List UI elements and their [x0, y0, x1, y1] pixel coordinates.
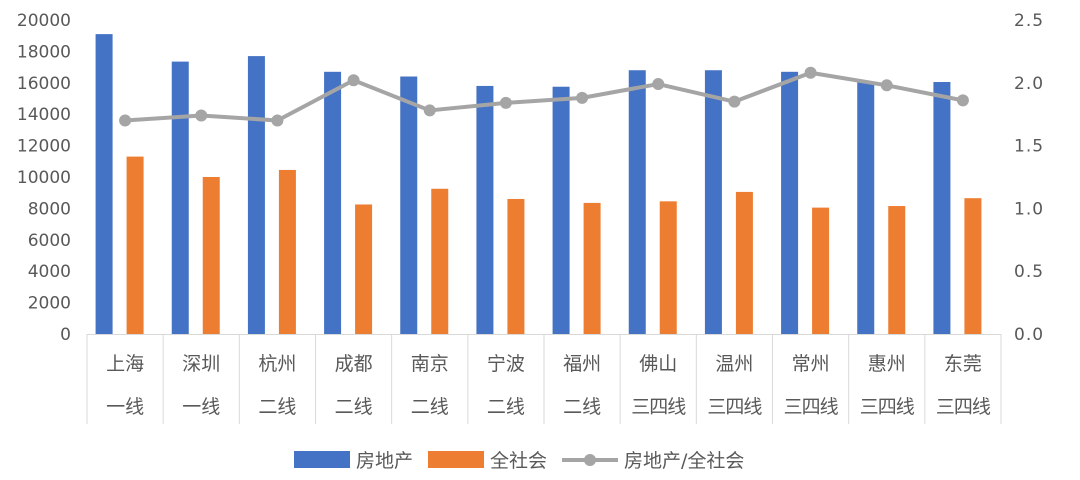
bar-society [278, 169, 296, 334]
bar-society [735, 191, 753, 334]
bar-society [888, 206, 906, 334]
x-category-tier: 三四线 [707, 396, 762, 418]
bar-society [812, 207, 830, 334]
bar-realestate [704, 70, 722, 335]
bar-society [126, 156, 144, 334]
legend-swatch-society [428, 451, 484, 468]
y-left-tick-label: 12000 [17, 137, 71, 157]
legend-label-realestate: 房地产 [356, 450, 413, 472]
bar-realestate [857, 82, 875, 334]
y-left-tick-label: 2000 [28, 294, 71, 314]
y-left-tick-label: 8000 [28, 199, 71, 219]
x-category-tier: 三四线 [860, 396, 915, 418]
ratio-point [499, 96, 512, 109]
x-category-tier: 一线 [182, 396, 220, 418]
legend-swatch-realestate [294, 451, 350, 468]
x-category-tier: 三四线 [784, 396, 839, 418]
y-left-tick-label: 0 [60, 325, 71, 345]
bar-realestate [628, 70, 646, 335]
x-category-city: 福州 [563, 353, 601, 375]
y-left-tick-label: 6000 [28, 231, 71, 251]
bar-society [507, 198, 525, 334]
ratio-point [576, 91, 589, 104]
bar-realestate [781, 71, 799, 334]
bars-layer [95, 34, 982, 335]
x-category-city: 佛山 [639, 353, 677, 375]
ratio-point [195, 109, 208, 122]
bar-realestate [324, 71, 342, 334]
bar-realestate [476, 85, 494, 334]
bar-society [202, 177, 220, 334]
legend: 房地产 全社会 房地产/全社会 [294, 450, 744, 472]
x-category-tier: 二线 [563, 396, 601, 418]
y-right-tick-label: 1.5 [1014, 137, 1044, 157]
x-category-city: 深圳 [182, 353, 220, 375]
ratio-point [956, 94, 969, 107]
bar-realestate [552, 86, 570, 334]
y-left-tick-label: 16000 [17, 74, 71, 94]
x-category-city: 成都 [335, 353, 373, 375]
ratio-point [880, 79, 893, 92]
bar-society [964, 198, 982, 334]
y-left-tick-label: 14000 [17, 105, 71, 125]
x-category-city: 惠州 [868, 353, 906, 375]
y-right-tick-label: 0.5 [1014, 262, 1044, 282]
x-category-city: 上海 [106, 353, 144, 375]
bar-society [583, 202, 601, 334]
x-category-tier: 二线 [411, 396, 449, 418]
ratio-point [423, 104, 436, 117]
x-category-tier: 二线 [335, 396, 373, 418]
x-category-tier: 三四线 [936, 396, 991, 418]
bar-realestate [933, 82, 951, 334]
x-category-city: 常州 [792, 353, 830, 375]
legend-label-ratio: 房地产/全社会 [624, 450, 744, 472]
x-category-city: 宁波 [487, 353, 525, 375]
ratio-point [804, 66, 817, 79]
x-category-tier: 三四线 [631, 396, 686, 418]
bar-society [355, 204, 373, 334]
bar-society [431, 188, 449, 334]
y-right-tick-label: 2.5 [1014, 11, 1044, 31]
y-right-tick-label: 2.0 [1014, 74, 1044, 94]
line-layer [119, 66, 969, 127]
y-left-tick-label: 10000 [17, 168, 71, 188]
y-left-tick-label: 20000 [17, 11, 71, 31]
ratio-point [652, 78, 665, 91]
y-right-tick-label: 1.0 [1014, 199, 1044, 219]
bar-realestate [400, 76, 418, 335]
ratio-point [347, 74, 360, 87]
x-category-tier: 二线 [487, 396, 525, 418]
y-left-tick-label: 18000 [17, 42, 71, 62]
bar-realestate [247, 56, 265, 335]
x-category-tier: 一线 [106, 396, 144, 418]
ratio-point [271, 114, 284, 127]
x-category-city: 杭州 [258, 353, 296, 375]
legend-label-society: 全社会 [490, 450, 547, 472]
ratio-point [728, 95, 741, 108]
ratio-point [119, 114, 132, 127]
x-category-city: 温州 [715, 353, 753, 375]
x-category-tier: 二线 [258, 396, 296, 418]
x-category-city: 东莞 [944, 353, 982, 375]
legend-swatch-ratio-marker [584, 454, 596, 466]
axes-layer: 0 2000 4000 6000 8000 10000 12000 14000 16000 180… [17, 11, 1044, 424]
x-category-city: 南京 [411, 353, 449, 375]
bar-realestate [171, 61, 189, 334]
y-right-tick-label: 0.0 [1014, 325, 1044, 345]
ratio-line [124, 70, 964, 123]
bar-society [659, 201, 677, 334]
bar-realestate [95, 34, 113, 334]
y-left-tick-label: 4000 [28, 262, 71, 282]
